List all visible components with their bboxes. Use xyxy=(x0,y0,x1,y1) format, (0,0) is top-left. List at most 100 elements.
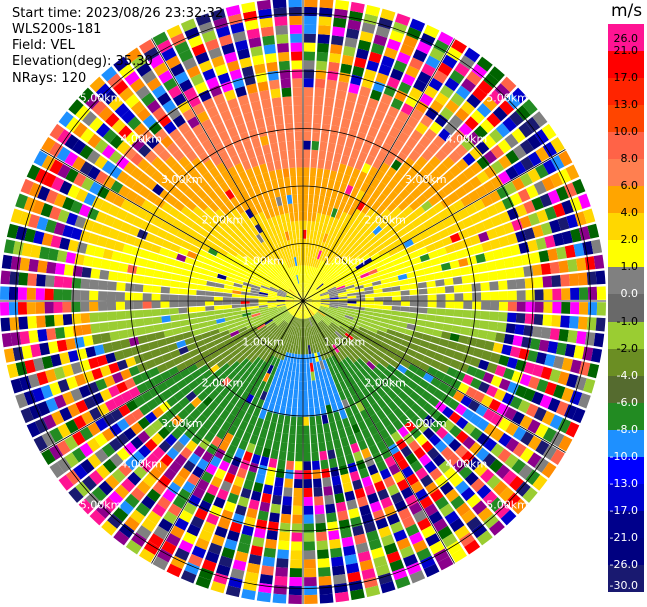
range-gate xyxy=(80,128,95,143)
range-gate xyxy=(258,296,268,299)
range-gate xyxy=(306,308,312,318)
range-gate xyxy=(380,317,391,324)
range-gate xyxy=(205,341,216,350)
range-gate xyxy=(258,8,273,20)
range-gate xyxy=(174,40,190,55)
range-gate xyxy=(303,550,316,560)
range-gate xyxy=(411,217,423,228)
range-gate xyxy=(304,568,317,578)
range-gate xyxy=(123,441,137,456)
range-gate xyxy=(348,354,357,364)
range-gate xyxy=(192,354,203,363)
range-gate xyxy=(271,494,282,505)
range-gate xyxy=(289,248,294,258)
range-gate xyxy=(342,174,351,185)
range-gate xyxy=(480,194,494,208)
range-gate xyxy=(311,380,317,390)
range-gate xyxy=(294,220,299,231)
range-gate xyxy=(206,484,219,497)
range-gate xyxy=(329,323,338,331)
range-gate xyxy=(151,156,164,170)
range-gate xyxy=(220,80,234,93)
range-gate xyxy=(211,333,222,341)
range-gate xyxy=(344,554,358,565)
range-gate xyxy=(304,33,316,43)
range-gate xyxy=(326,311,336,318)
range-gate xyxy=(397,321,408,329)
colorbar-segment xyxy=(608,267,644,295)
range-gate xyxy=(216,162,227,174)
range-gate xyxy=(240,235,250,245)
range-gate xyxy=(543,288,553,301)
range-gate xyxy=(311,451,320,462)
range-gate xyxy=(153,323,164,332)
range-gate xyxy=(237,225,247,235)
range-gate xyxy=(331,320,341,328)
range-gate xyxy=(338,254,347,264)
range-gate xyxy=(442,216,454,228)
range-gate xyxy=(303,78,314,88)
range-gate xyxy=(362,336,373,345)
range-gate xyxy=(442,156,455,170)
range-gate xyxy=(409,18,426,32)
range-gate xyxy=(318,369,324,380)
range-gate xyxy=(286,279,293,288)
range-gate xyxy=(208,190,219,202)
range-gate xyxy=(382,337,393,346)
range-gate xyxy=(345,236,354,246)
range-gate xyxy=(426,447,440,460)
range-gate xyxy=(368,248,378,258)
range-gate xyxy=(317,332,324,342)
range-gate xyxy=(333,392,341,403)
range-gate xyxy=(351,168,361,179)
range-gate xyxy=(344,261,354,270)
range-gate xyxy=(511,498,528,515)
range-gate xyxy=(113,530,130,546)
range-gate xyxy=(509,192,523,206)
range-gate xyxy=(353,140,364,152)
range-gate xyxy=(351,423,361,434)
range-gate xyxy=(124,377,136,390)
range-gate xyxy=(329,305,339,309)
range-gate xyxy=(249,295,259,299)
range-gate xyxy=(256,323,266,330)
range-gate xyxy=(266,364,274,375)
range-gate xyxy=(412,49,428,63)
range-gate xyxy=(368,146,380,158)
range-gate xyxy=(198,567,214,581)
range-gate xyxy=(101,66,118,82)
range-gate xyxy=(101,427,116,442)
range-gate xyxy=(297,294,303,301)
range-label: 5.00km xyxy=(486,498,528,511)
range-gate xyxy=(53,366,66,380)
range-gate xyxy=(365,293,375,298)
range-gate xyxy=(361,193,371,204)
range-gate xyxy=(75,105,91,121)
range-gate xyxy=(280,241,287,252)
range-gate xyxy=(276,298,286,300)
range-gate xyxy=(400,486,414,500)
range-gate xyxy=(246,322,256,330)
range-gate xyxy=(316,283,324,290)
range-gate xyxy=(107,311,117,321)
range-gate xyxy=(198,529,213,542)
range-gate xyxy=(356,247,366,256)
range-gate xyxy=(249,267,259,275)
range-gate xyxy=(255,174,264,185)
range-gate xyxy=(565,421,580,438)
range-gate xyxy=(376,362,386,373)
range-gate xyxy=(218,555,233,568)
range-gate xyxy=(321,318,330,327)
range-gate xyxy=(132,216,144,228)
range-gate xyxy=(299,309,302,319)
range-gate xyxy=(249,292,259,297)
range-gate xyxy=(381,197,393,208)
range-gate xyxy=(289,277,295,286)
range-gate xyxy=(201,331,212,339)
range-gate xyxy=(83,396,97,410)
range-gate xyxy=(375,72,389,85)
range-gate xyxy=(151,84,167,99)
range-gate xyxy=(294,308,300,318)
range-gate xyxy=(226,252,236,261)
range-gate xyxy=(258,370,267,381)
